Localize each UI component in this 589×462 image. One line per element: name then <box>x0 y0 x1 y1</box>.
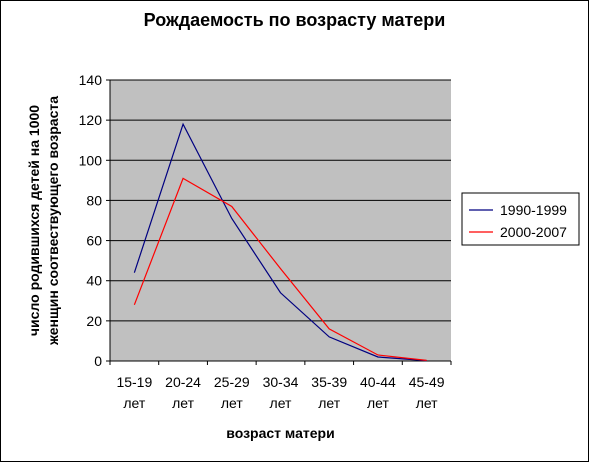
plot-area <box>110 80 451 361</box>
series-line <box>133 122 427 362</box>
legend-label: 2000-2007 <box>500 224 567 240</box>
x-tick-label: 15-19 <box>116 374 152 390</box>
x-tick-label: 30-34 <box>263 374 299 390</box>
y-tick-label: 0 <box>94 353 102 369</box>
y-tick-label: 60 <box>86 233 102 249</box>
y-tick-label: 20 <box>86 313 102 329</box>
series-line <box>133 177 427 361</box>
x-tick-label: 25-29 <box>214 374 250 390</box>
x-tick-label: лет <box>221 395 243 411</box>
x-tick-label: 35-39 <box>311 374 347 390</box>
x-tick-label: лет <box>270 395 292 411</box>
x-tick-label: 45-49 <box>409 374 445 390</box>
y-axis-title: число родившихся детей на 1000 <box>26 105 42 336</box>
chart-title: Рождаемость по возрасту матери <box>143 10 446 30</box>
y-tick-label: 140 <box>79 72 103 88</box>
x-tick-label: 40-44 <box>360 374 396 390</box>
legend-box <box>461 192 580 246</box>
y-tick-label: 120 <box>79 112 103 128</box>
x-tick-label: лет <box>172 395 194 411</box>
x-tick-label: лет <box>367 395 389 411</box>
y-tick-label: 100 <box>79 152 103 168</box>
x-tick-label: лет <box>318 395 340 411</box>
x-tick-label: 20-24 <box>165 374 201 390</box>
y-axis-title: женщин соотвествующего возраста <box>45 96 61 346</box>
y-tick-label: 80 <box>86 192 102 208</box>
legend-label: 1990-1999 <box>500 202 567 218</box>
x-axis-title: возраст матери <box>226 425 334 441</box>
y-tick-label: 40 <box>86 273 102 289</box>
x-tick-label: лет <box>123 395 145 411</box>
x-tick-label: лет <box>416 395 438 411</box>
